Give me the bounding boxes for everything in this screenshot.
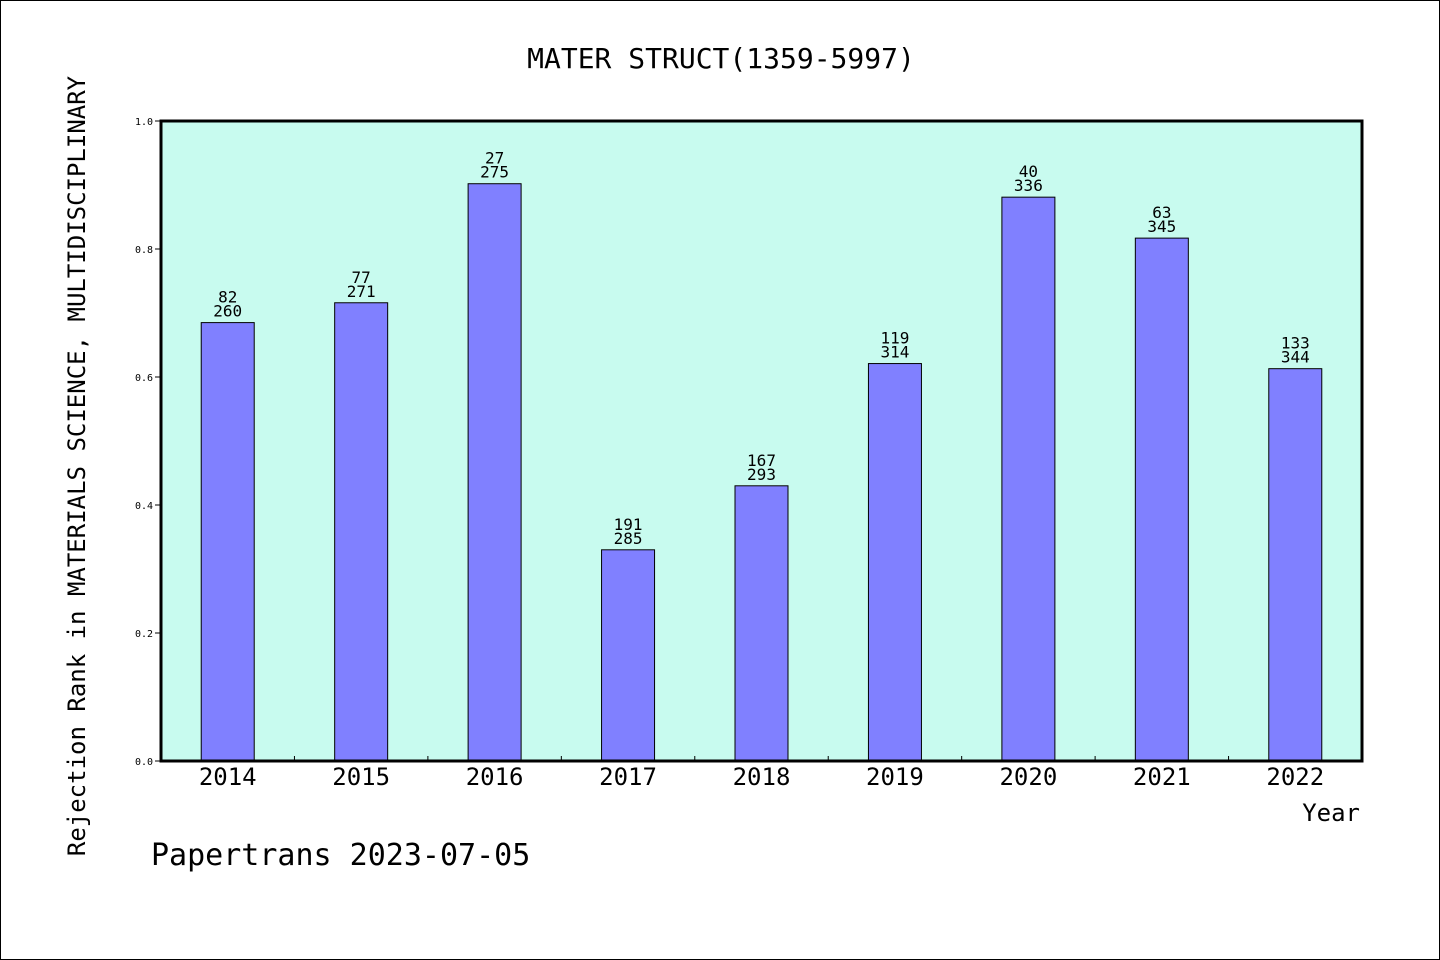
bar-total-label: 275 (480, 163, 509, 182)
bar-total-label: 336 (1014, 176, 1043, 195)
bar-2016 (467, 183, 522, 762)
x-category-label: 2019 (866, 763, 924, 791)
x-axis-category-labels: 2014 2015 2016 2017 2018 2019 2020 2021 2022 (199, 763, 1324, 791)
y-tick-label: 0.6 (135, 373, 153, 384)
bar-rank-label: 133 (1281, 334, 1310, 353)
x-category-label: 2014 (199, 763, 257, 791)
bar-2021 (1134, 237, 1189, 762)
bar-2014 (200, 322, 255, 762)
y-axis-ticks: 0.0 0.2 0.4 0.6 0.8 1.0 (135, 117, 161, 768)
bar-rank-label: 27 (485, 149, 504, 168)
x-category-label: 2017 (599, 763, 657, 791)
x-category-label: 2021 (1133, 763, 1191, 791)
y-tick-label: 0.2 (135, 629, 153, 640)
x-category-label: 2018 (733, 763, 791, 791)
bar-rank-label: 191 (614, 515, 643, 534)
y-tick-label: 0.8 (135, 245, 153, 256)
bar-rank-label: 82 (218, 288, 237, 307)
bar-rank-label: 63 (1152, 203, 1171, 222)
x-category-label: 2015 (332, 763, 390, 791)
bar-2018 (734, 485, 789, 762)
bar-2017 (601, 549, 656, 762)
bar-rank-label: 77 (352, 268, 371, 287)
bar-rank-label: 167 (747, 451, 776, 470)
bar-rank-label: 119 (880, 329, 909, 348)
bar-2022 (1268, 368, 1323, 762)
y-axis-title: Rejection Rank in MATERIALS SCIENCE, MUL… (63, 75, 91, 856)
bar-total-label: 271 (347, 282, 376, 301)
bar-total-label: 345 (1147, 217, 1176, 236)
bar-total-label: 260 (213, 302, 242, 321)
x-axis-title: Year (1302, 799, 1360, 827)
plot-border (159, 119, 1364, 763)
bar-total-label: 314 (880, 343, 909, 362)
bar-2019 (867, 363, 922, 762)
x-category-label: 2020 (999, 763, 1057, 791)
x-category-label: 2022 (1266, 763, 1324, 791)
bar-series (200, 183, 1323, 762)
footer-credit: Papertrans 2023-07-05 (151, 838, 530, 873)
bar-total-label: 344 (1281, 348, 1310, 367)
y-tick-label: 0.0 (135, 757, 153, 768)
bar-total-label: 285 (614, 529, 643, 548)
y-tick-label: 1.0 (135, 117, 153, 128)
bar-total-label: 293 (747, 465, 776, 484)
bar-2020 (1001, 196, 1056, 762)
bar-2015 (334, 302, 389, 762)
chart-title: MATER STRUCT(1359-5997) (527, 42, 915, 75)
bar-rank-label: 40 (1019, 162, 1038, 181)
x-category-label: 2016 (466, 763, 524, 791)
y-tick-label: 0.4 (135, 501, 153, 512)
